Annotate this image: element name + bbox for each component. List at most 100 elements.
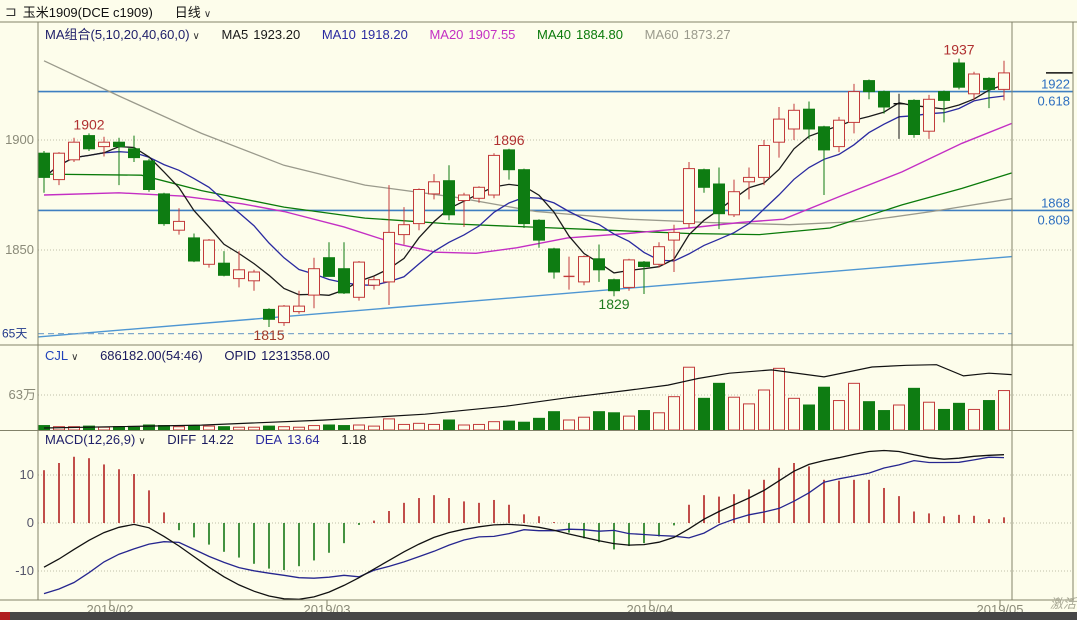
record-indicator <box>0 612 10 620</box>
volume-bar <box>653 412 665 431</box>
candle-body <box>938 91 950 101</box>
ma5-value: MA5 1923.20 <box>221 27 301 42</box>
volume-bar <box>803 404 815 431</box>
chevron-down-icon: ∨ <box>138 436 146 447</box>
volume-bar <box>923 401 935 431</box>
volume-bar <box>473 423 485 431</box>
candle-body <box>503 149 515 171</box>
candle-body <box>203 239 215 265</box>
price-annotation: 1829 <box>598 296 629 312</box>
volume-bar <box>503 420 515 431</box>
candle-body <box>53 152 65 181</box>
volume-bar <box>278 426 290 431</box>
candle-body <box>338 268 350 294</box>
volume-bar <box>728 396 740 431</box>
candle-body <box>713 183 725 215</box>
candle-body <box>368 279 380 286</box>
candle-body <box>113 141 125 148</box>
candle-body <box>773 118 785 143</box>
volume-bar <box>413 422 425 431</box>
macd-tick-label: 10 <box>20 467 34 482</box>
fib-ratio-label: 0.809 <box>1037 212 1070 227</box>
volume-bar <box>683 366 695 431</box>
window-icon[interactable]: ⊐ <box>5 2 17 19</box>
ma60-value: MA60 1873.27 <box>644 27 731 42</box>
cjl-dropdown[interactable]: CJL ∨ <box>45 348 79 363</box>
candle-body <box>173 220 185 231</box>
volume-bar <box>818 386 830 431</box>
candle-body <box>698 169 710 188</box>
dea-line <box>43 456 1005 595</box>
macd-indicator-header: MACD(12,26,9) ∨ DIFF 14.22 DEA 13.64 1.18 <box>45 432 367 447</box>
ma20-value: MA20 1907.55 <box>429 27 516 42</box>
volume-bar <box>308 425 320 431</box>
candle-body <box>383 231 395 283</box>
ma60-line <box>43 60 1012 226</box>
macd-tick-label: 0 <box>27 515 34 530</box>
macd-bar-value: 1.18 <box>341 432 367 447</box>
candle-body <box>908 99 920 135</box>
ma40-value: MA40 1884.80 <box>537 27 623 42</box>
period-label: 日线 <box>174 4 201 20</box>
ma-settings-dropdown[interactable]: MA组合(5,10,20,40,60,0) ∨ <box>45 27 203 42</box>
volume-bar <box>563 419 575 431</box>
candle-body <box>98 141 110 148</box>
dea-value: DEA 13.64 <box>255 432 320 447</box>
period-selector[interactable]: 日线 ∨ <box>175 2 211 21</box>
candle-body <box>188 237 200 262</box>
ma20-line <box>43 122 1012 255</box>
candle-body <box>248 271 260 282</box>
volume-bar <box>218 426 230 431</box>
volume-bar <box>128 426 140 431</box>
candle-body <box>68 141 80 161</box>
volume-bar <box>533 417 545 431</box>
candle-body <box>458 194 470 201</box>
volume-bar <box>908 387 920 431</box>
candle-body <box>878 91 890 108</box>
fib-price-label: 1868 <box>1041 195 1070 210</box>
volume-bar <box>368 425 380 431</box>
candle-body <box>143 160 155 190</box>
fib-price-label: 1922 <box>1041 77 1070 92</box>
volume-bar <box>488 421 500 431</box>
volume-bar <box>338 425 350 431</box>
candle-body <box>278 305 290 324</box>
price-tick-label: 1850 <box>5 242 34 257</box>
candle-body <box>683 168 695 225</box>
candle-body <box>398 224 410 236</box>
candle-body <box>443 180 455 216</box>
volume-indicator-header: CJL ∨ 686182.00(54:46) OPID 1231358.00 <box>45 348 330 363</box>
volume-bar <box>248 426 260 431</box>
candle-body <box>968 73 980 95</box>
chevron-down-icon: ∨ <box>192 31 200 42</box>
volume-bar <box>833 400 845 431</box>
price-annotation: 1815 <box>253 327 284 343</box>
macd-tick-label: -10 <box>15 563 34 578</box>
volume-bar <box>98 426 110 431</box>
candle-body <box>308 268 320 296</box>
volume-bar <box>893 404 905 431</box>
candle-body <box>233 269 245 280</box>
volume-bar <box>743 403 755 431</box>
volume-bar <box>593 411 605 431</box>
volume-bar <box>848 382 860 431</box>
candle-body <box>638 261 650 268</box>
candle-body <box>38 152 50 178</box>
volume-bar <box>203 425 215 431</box>
title-bar: ⊐ 玉米1909(DCE c1909) 日线 ∨ <box>0 0 1077 22</box>
candle-body <box>728 191 740 216</box>
volume-bar <box>968 408 980 431</box>
macd-settings-dropdown[interactable]: MACD(12,26,9) ∨ <box>45 432 146 447</box>
volume-bar <box>773 367 785 431</box>
chevron-down-icon: ∨ <box>71 352 79 363</box>
volume-bar <box>788 397 800 431</box>
volume-tick-label: 63万 <box>9 387 36 402</box>
volume-bar <box>383 418 395 431</box>
volume-bar <box>443 419 455 431</box>
candle-body <box>473 186 485 199</box>
volume-bar <box>623 415 635 431</box>
candle-body <box>608 279 620 292</box>
volume-bar <box>293 426 305 431</box>
candle-body <box>623 259 635 288</box>
